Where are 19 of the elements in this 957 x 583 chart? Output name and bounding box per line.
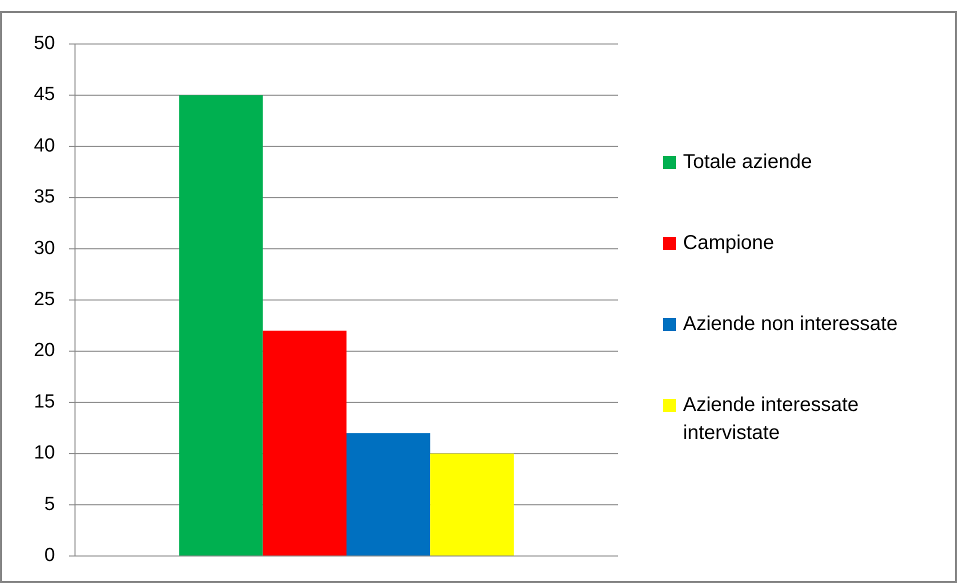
bar bbox=[430, 454, 514, 556]
legend-label: Aziende non interessate bbox=[683, 313, 898, 336]
legend-label: Aziende interessate intervistate bbox=[683, 394, 859, 444]
legend-label: Campione bbox=[683, 232, 774, 254]
y-tick-label: 5 bbox=[44, 494, 55, 515]
y-tick-label: 40 bbox=[34, 135, 55, 156]
y-tick-label: 30 bbox=[34, 238, 55, 259]
y-tick-label: 20 bbox=[34, 340, 55, 362]
y-tick-label: 50 bbox=[34, 33, 55, 54]
y-tick-label: 25 bbox=[34, 289, 55, 310]
y-tick-label: 35 bbox=[34, 186, 55, 208]
legend-label: Totale aziende bbox=[683, 151, 812, 174]
y-tick-label: 45 bbox=[34, 84, 55, 106]
bar bbox=[346, 433, 430, 556]
y-tick-label: 10 bbox=[34, 442, 55, 464]
bar bbox=[262, 330, 346, 556]
bar bbox=[179, 95, 263, 556]
y-tick-label: 15 bbox=[34, 391, 55, 412]
y-tick-label: 0 bbox=[44, 545, 55, 566]
